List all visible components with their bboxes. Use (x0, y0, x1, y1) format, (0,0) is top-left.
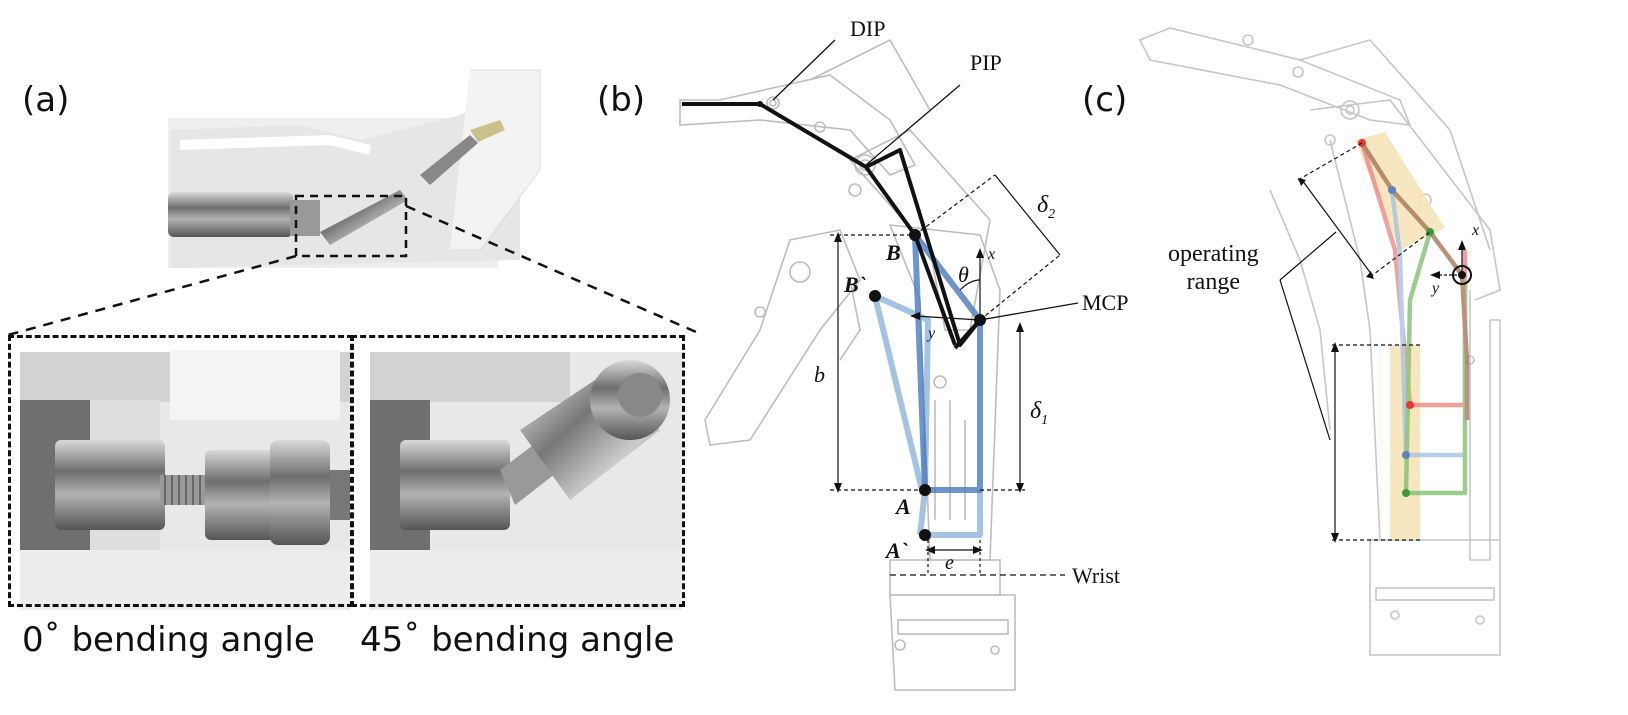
caption-45deg: 45˚ bending angle (360, 620, 675, 660)
label-dip: DIP (850, 16, 886, 41)
caption-0deg: 0˚ bending angle (22, 620, 315, 660)
axis-label-c-y: y (1432, 280, 1440, 297)
kinematic-diagram-b (679, 38, 1079, 691)
joint-b-prime (869, 290, 881, 302)
panel-c-label: (c) (1082, 80, 1128, 120)
panel-b: (b) (560, 0, 1200, 715)
label-pip: PIP (970, 50, 1002, 75)
operating-range-line2: range (1186, 269, 1240, 295)
label-wrist: Wrist (1072, 563, 1120, 588)
delta2-symbol: δ (1037, 192, 1049, 218)
label-mcp: MCP (1082, 290, 1129, 315)
detail-render-0deg (20, 350, 350, 610)
joint-a-prime (919, 529, 931, 541)
point-label-b-prime: B` (844, 272, 866, 297)
point-label-a-prime: A` (886, 538, 908, 563)
finger-render-overview (7, 69, 700, 610)
operating-range-label: operating range (1168, 240, 1259, 296)
delta2-subscript: 2 (1048, 206, 1056, 222)
axis-label-x: x (988, 246, 996, 263)
point-label-b: B (886, 240, 901, 265)
panel-a-label: (a) (22, 80, 70, 120)
detail-frame-45deg (351, 335, 685, 607)
dim-label-b: b (814, 362, 825, 387)
panel-a: (a) (0, 0, 700, 715)
detail-render-45deg (370, 352, 682, 610)
panel-b-label: (b) (597, 80, 646, 120)
axis-label-c-x: x (1472, 222, 1480, 239)
panel-c: (c) (1070, 0, 1628, 715)
operating-range-line1: operating (1168, 241, 1259, 267)
operating-range-diagram-c (1138, 27, 1501, 656)
delta1-symbol: δ (1030, 398, 1042, 424)
detail-frame-0deg (8, 335, 353, 607)
dim-label-e: e (945, 552, 954, 574)
dim-label-delta2: δ2 (1037, 192, 1055, 223)
axis-label-y: y (928, 325, 936, 342)
dim-label-delta1: δ1 (1030, 398, 1048, 429)
point-label-a: A (896, 494, 911, 519)
delta1-subscript: 1 (1041, 412, 1049, 428)
dim-label-theta: θ (958, 262, 969, 287)
